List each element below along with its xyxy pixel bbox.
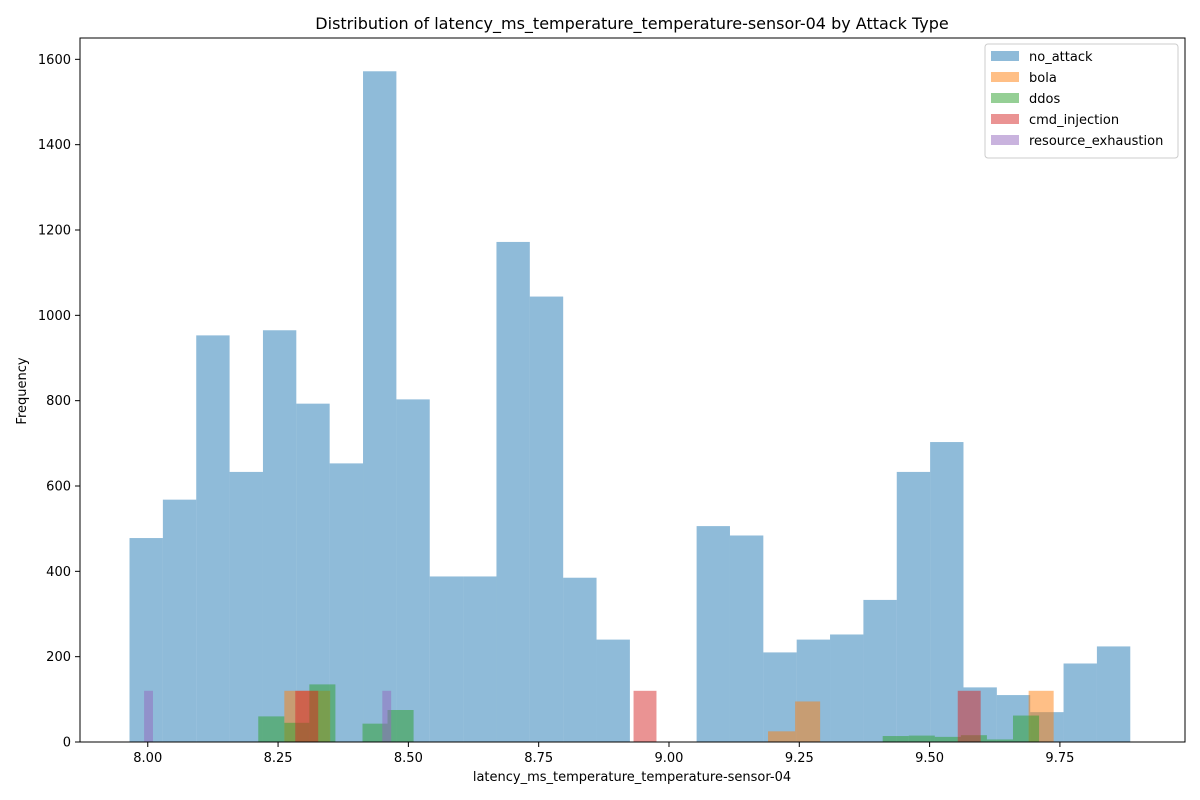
legend-label-bola: bola: [1029, 71, 1057, 86]
bar-bola-3: [795, 701, 821, 742]
bar-no-attack-2: [196, 335, 230, 742]
legend-swatch-ddos: [991, 93, 1019, 103]
bar-no-attack-9: [429, 576, 464, 742]
bar-no-attack-8: [396, 399, 430, 742]
bar-ddos-0: [258, 716, 285, 742]
y-tick-label: 1200: [38, 224, 71, 239]
bar-ddos-9: [986, 739, 1013, 742]
x-tick-label: 9.50: [915, 751, 944, 766]
legend-label-ddos: ddos: [1029, 92, 1060, 107]
bar-ddos-5: [882, 736, 909, 742]
x-axis-label: latency_ms_temperature_temperature-senso…: [473, 770, 791, 785]
x-tick-label: 8.00: [133, 751, 162, 766]
bar-ddos-10: [1012, 715, 1040, 742]
bar-resource-exhaustion-0: [144, 690, 153, 742]
bar-no-attack-12: [529, 296, 564, 742]
bar-no-attack-10: [463, 576, 497, 742]
bar-cmd-injection-2: [957, 690, 981, 742]
bar-no-attack-23: [896, 471, 931, 742]
x-tick-label: 8.25: [264, 751, 293, 766]
y-axis-label: Frequency: [15, 357, 30, 424]
bar-no-attack-22: [863, 599, 897, 742]
bar-no-attack-17: [696, 526, 730, 742]
bar-ddos-4: [387, 710, 414, 742]
legend-label-cmd-injection: cmd_injection: [1029, 113, 1119, 128]
y-axis: 0 200 400 600 800 1000 1200 1400 1600: [38, 53, 80, 751]
bar-no-attack-14: [596, 639, 630, 742]
plot-frame: [79, 37, 1186, 743]
bars-layer: [129, 71, 1131, 743]
x-tick-label: 9.25: [785, 751, 814, 766]
legend-swatch-resource-exhaustion: [991, 135, 1019, 145]
bar-ddos-3: [362, 723, 388, 742]
x-tick-label: 8.75: [524, 751, 553, 766]
bar-bola-2: [768, 731, 796, 742]
legend-swatch-bola: [991, 72, 1019, 82]
bar-no-attack-3: [229, 471, 263, 742]
y-tick-label: 200: [46, 650, 71, 665]
bar-no-attack-21: [830, 634, 864, 742]
bar-ddos-6: [908, 735, 935, 742]
chart-title: Distribution of latency_ms_temperature_t…: [315, 14, 948, 34]
x-tick-label: 8.50: [394, 751, 423, 766]
bar-no-attack-29: [1096, 646, 1131, 742]
legend-label-resource-exhaustion: resource_exhaustion: [1029, 134, 1163, 149]
bar-no-attack-1: [162, 499, 197, 742]
bar-no-attack-18: [729, 535, 764, 742]
bar-no-attack-7: [363, 71, 397, 742]
bar-no-attack-19: [763, 652, 797, 742]
bar-ddos-7: [934, 736, 961, 742]
bar-cmd-injection-1: [633, 690, 657, 742]
y-tick-label: 800: [46, 394, 71, 409]
bar-no-attack-28: [1063, 663, 1097, 742]
y-tick-label: 0: [63, 736, 71, 751]
legend-swatch-no-attack: [991, 51, 1019, 61]
bar-no-attack-4: [262, 330, 297, 742]
legend-swatch-cmd-injection: [991, 114, 1019, 124]
bar-resource-exhaustion-1: [382, 690, 392, 742]
x-tick-label: 9.00: [655, 751, 684, 766]
y-tick-label: 1600: [38, 53, 71, 68]
y-tick-label: 1000: [38, 309, 71, 324]
bar-no-attack-13: [563, 577, 597, 742]
x-tick-label: 9.75: [1045, 751, 1074, 766]
y-tick-label: 1400: [38, 138, 71, 153]
bar-no-attack-11: [496, 241, 530, 743]
y-tick-label: 400: [46, 565, 71, 580]
legend-label-no-attack: no_attack: [1029, 50, 1093, 65]
x-axis: 8.00 8.25 8.50 8.75 9.00 9.25 9.50 9.75: [133, 742, 1074, 766]
bar-cmd-injection-0: [295, 690, 319, 742]
y-tick-label: 600: [46, 480, 71, 495]
legend-box: [984, 43, 1179, 159]
